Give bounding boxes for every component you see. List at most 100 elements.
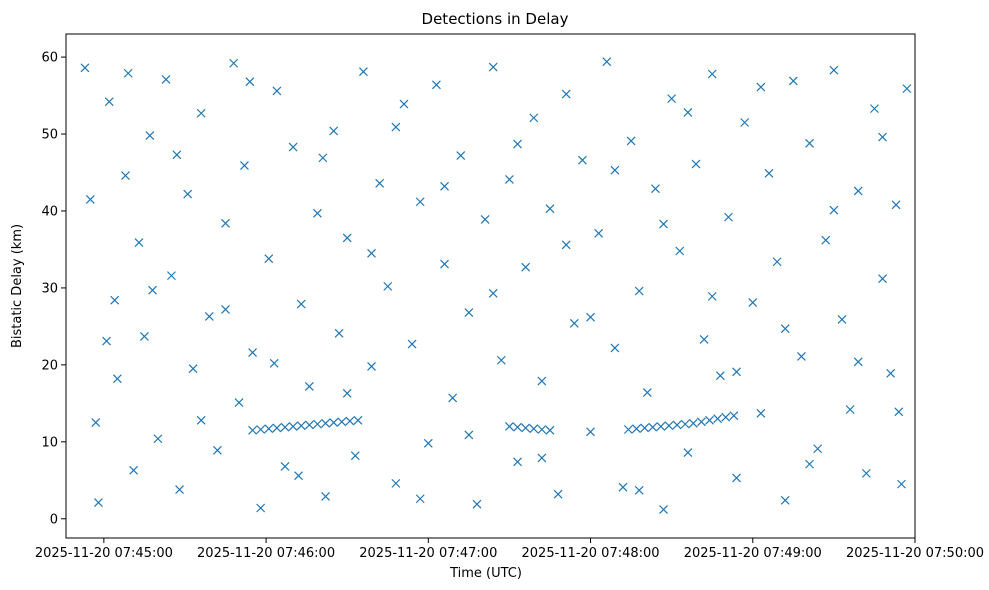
scatter-point xyxy=(545,425,555,435)
scatter-point xyxy=(345,416,355,426)
scatter-point xyxy=(602,57,612,67)
scatter-point xyxy=(272,86,282,96)
scatter-point xyxy=(634,286,644,296)
scatter-point xyxy=(513,457,522,467)
scatter-point xyxy=(353,415,363,425)
scatter-point xyxy=(358,67,368,77)
scatter-point xyxy=(513,422,522,432)
scatter-point xyxy=(537,425,547,434)
scatter-point xyxy=(280,462,290,471)
scatter-point xyxy=(699,335,709,344)
y-tick-label: 40 xyxy=(41,204,58,219)
scatter-point xyxy=(664,421,674,431)
scatter-point xyxy=(342,388,352,398)
scatter-point xyxy=(721,412,731,422)
scatter-point xyxy=(496,355,506,365)
scatter-point xyxy=(788,76,798,86)
scatter-point xyxy=(780,324,790,334)
scatter-point xyxy=(683,448,693,458)
scatter-point xyxy=(902,84,912,94)
y-tick-label: 50 xyxy=(41,128,58,143)
scatter-point xyxy=(329,126,339,136)
scatter-point xyxy=(886,368,896,378)
scatter-point xyxy=(488,62,498,72)
scatter-point xyxy=(837,315,847,324)
scatter-point xyxy=(897,479,906,489)
scatter-point xyxy=(161,74,171,84)
scatter-point xyxy=(634,485,644,495)
scatter-point xyxy=(586,312,595,322)
scatter-point xyxy=(112,374,122,384)
scatter-point xyxy=(829,65,839,75)
scatter-point xyxy=(829,205,839,215)
scatter-point xyxy=(399,99,409,109)
scatter-point xyxy=(104,97,114,107)
scatter-point xyxy=(288,422,298,431)
scatter-point xyxy=(212,445,222,455)
scatter-point xyxy=(431,80,441,90)
scatter-point xyxy=(480,215,490,224)
scatter-point xyxy=(94,498,103,508)
x-tick-label: 2025-11-20 07:45:00 xyxy=(35,546,173,561)
scatter-point xyxy=(304,381,314,391)
scatter-point xyxy=(304,420,314,430)
y-tick-label: 0 xyxy=(50,512,58,527)
scatter-point xyxy=(772,257,782,267)
scatter-point xyxy=(80,63,90,73)
scatter-point xyxy=(740,118,750,127)
scatter-point xyxy=(245,77,255,87)
scatter-point xyxy=(618,482,628,492)
scatter-point xyxy=(521,423,531,433)
scatter-point xyxy=(167,271,176,281)
scatter-point xyxy=(448,393,458,403)
scatter-point xyxy=(821,235,831,245)
scatter-point xyxy=(367,248,376,258)
scatter-point xyxy=(342,233,352,243)
scatter-point xyxy=(148,285,157,295)
scatter-point xyxy=(153,434,163,444)
scatter-point xyxy=(464,308,474,317)
scatter-point xyxy=(667,94,677,104)
scatter-point xyxy=(269,358,279,368)
scatter-point xyxy=(334,328,344,338)
scatter-point xyxy=(272,423,282,433)
scatter-point xyxy=(472,499,482,509)
scatter-point xyxy=(894,407,904,417)
scatter-point xyxy=(350,451,360,461)
scatter-point xyxy=(861,468,871,478)
scatter-point xyxy=(659,505,668,514)
y-axis-title: Bistatic Delay (km) xyxy=(10,224,25,348)
scatter-point xyxy=(529,113,539,123)
x-tick-label: 2025-11-20 07:49:00 xyxy=(684,546,822,561)
scatter-point xyxy=(756,408,766,418)
scatter-point xyxy=(367,361,376,371)
y-tick-label: 20 xyxy=(41,358,58,373)
scatter-point xyxy=(129,465,139,475)
scatter-point xyxy=(878,132,887,142)
scatter-point xyxy=(423,438,433,448)
scatter-point xyxy=(853,186,863,196)
scatter-point xyxy=(797,351,806,361)
plot-frame xyxy=(65,33,916,539)
scatter-point xyxy=(561,240,571,250)
scatter-point xyxy=(696,417,706,427)
scatter-point xyxy=(196,415,206,425)
scatter-point xyxy=(724,212,733,222)
scatter-point xyxy=(813,444,823,454)
scatter-point xyxy=(296,421,306,431)
scatter-point xyxy=(440,181,449,191)
scatter-point xyxy=(632,424,641,434)
y-tick-label: 10 xyxy=(41,435,58,450)
scatter-point xyxy=(675,246,685,256)
scatter-point xyxy=(240,161,249,171)
scatter-point xyxy=(123,68,133,78)
scatter-point xyxy=(529,424,539,434)
scatter-point xyxy=(488,288,498,298)
scatter-point xyxy=(626,136,636,146)
scatter-point xyxy=(318,153,328,163)
scatter-point xyxy=(196,108,206,118)
scatter-point xyxy=(391,122,401,132)
scatter-point xyxy=(732,367,741,377)
scatter-point xyxy=(313,208,322,218)
scatter-point xyxy=(248,348,257,357)
